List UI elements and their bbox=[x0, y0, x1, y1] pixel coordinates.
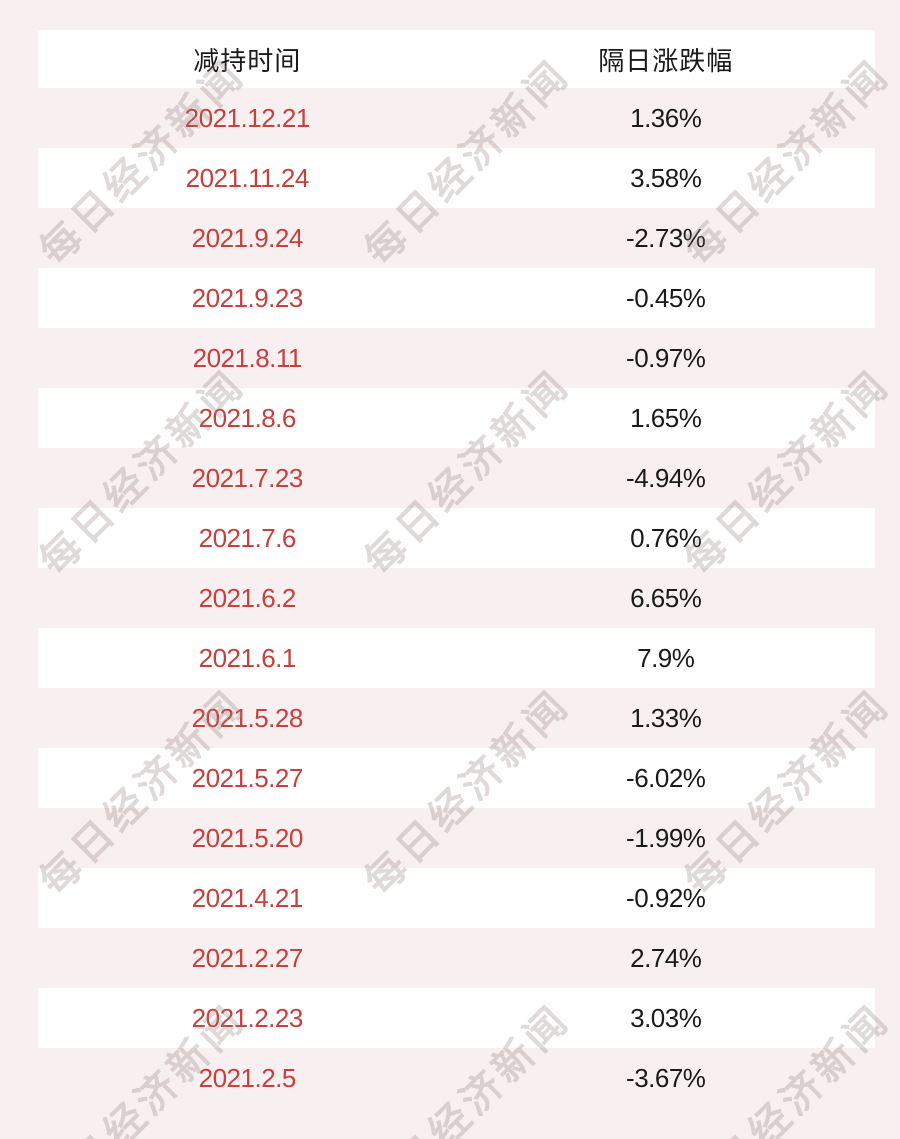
table-row: 2021.5.20 -1.99% bbox=[38, 808, 875, 868]
table-row: 2021.2.27 2.74% bbox=[38, 928, 875, 988]
cell-next-day-change: -6.02% bbox=[626, 762, 706, 793]
cell-next-day-change: -0.45% bbox=[626, 282, 706, 313]
cell-next-day-change: -2.73% bbox=[626, 222, 706, 253]
cell-next-day-change: -0.92% bbox=[626, 882, 706, 913]
table-row: 2021.8.6 1.65% bbox=[38, 388, 875, 448]
cell-reduction-date: 2021.9.24 bbox=[191, 222, 304, 253]
cell-reduction-date: 2021.12.21 bbox=[184, 102, 311, 133]
cell-next-day-change: 0.76% bbox=[630, 522, 702, 553]
cell-reduction-date: 2021.2.23 bbox=[191, 1002, 304, 1033]
table-header-row: 减持时间 隔日涨跌幅 bbox=[38, 30, 875, 88]
cell-reduction-date: 2021.6.1 bbox=[198, 642, 297, 673]
table-row: 2021.2.23 3.03% bbox=[38, 988, 875, 1048]
cell-next-day-change: -3.67% bbox=[626, 1062, 706, 1093]
table-row: 2021.4.21 -0.92% bbox=[38, 868, 875, 928]
cell-reduction-date: 2021.5.20 bbox=[191, 822, 304, 853]
table-body: 2021.12.21 1.36% 2021.11.24 3.58% 2021.9.24 -… bbox=[38, 88, 875, 1108]
cell-reduction-date: 2021.7.6 bbox=[198, 522, 297, 553]
cell-reduction-date: 2021.2.27 bbox=[191, 942, 304, 973]
cell-reduction-date: 2021.5.28 bbox=[191, 702, 304, 733]
cell-next-day-change: -4.94% bbox=[626, 462, 706, 493]
table-row: 2021.7.23 -4.94% bbox=[38, 448, 875, 508]
cell-next-day-change: 1.36% bbox=[630, 102, 702, 133]
table-row: 2021.8.11 -0.97% bbox=[38, 328, 875, 388]
table-row: 2021.12.21 1.36% bbox=[38, 88, 875, 148]
table-row: 2021.6.1 7.9% bbox=[38, 628, 875, 688]
cell-reduction-date: 2021.7.23 bbox=[191, 462, 304, 493]
table-row: 2021.7.6 0.76% bbox=[38, 508, 875, 568]
table-row: 2021.2.5 -3.67% bbox=[38, 1048, 875, 1108]
cell-reduction-date: 2021.9.23 bbox=[191, 282, 304, 313]
table-row: 2021.5.27 -6.02% bbox=[38, 748, 875, 808]
cell-reduction-date: 2021.6.2 bbox=[198, 582, 297, 613]
cell-reduction-date: 2021.4.21 bbox=[191, 882, 304, 913]
table-row: 2021.5.28 1.33% bbox=[38, 688, 875, 748]
header-next-day-change: 隔日涨跌幅 bbox=[598, 45, 734, 76]
cell-reduction-date: 2021.8.11 bbox=[192, 342, 303, 373]
cell-next-day-change: 1.33% bbox=[630, 702, 702, 733]
cell-next-day-change: -1.99% bbox=[626, 822, 706, 853]
cell-reduction-date: 2021.5.27 bbox=[191, 762, 304, 793]
cell-next-day-change: 7.9% bbox=[637, 642, 695, 673]
cell-reduction-date: 2021.2.5 bbox=[198, 1062, 297, 1093]
cell-next-day-change: 6.65% bbox=[630, 582, 702, 613]
cell-next-day-change: 3.58% bbox=[630, 162, 702, 193]
cell-reduction-date: 2021.8.6 bbox=[198, 402, 297, 433]
cell-reduction-date: 2021.11.24 bbox=[185, 162, 310, 193]
table-row: 2021.11.24 3.58% bbox=[38, 148, 875, 208]
cell-next-day-change: -0.97% bbox=[626, 342, 706, 373]
cell-next-day-change: 3.03% bbox=[630, 1002, 702, 1033]
header-reduction-time: 减持时间 bbox=[193, 45, 302, 76]
cell-next-day-change: 2.74% bbox=[630, 942, 702, 973]
table-row: 2021.9.24 -2.73% bbox=[38, 208, 875, 268]
data-table: 减持时间 隔日涨跌幅 2021.12.21 1.36% 2021.11.24 3.58… bbox=[38, 30, 875, 1108]
table-row: 2021.6.2 6.65% bbox=[38, 568, 875, 628]
cell-next-day-change: 1.65% bbox=[630, 402, 702, 433]
table-row: 2021.9.23 -0.45% bbox=[38, 268, 875, 328]
